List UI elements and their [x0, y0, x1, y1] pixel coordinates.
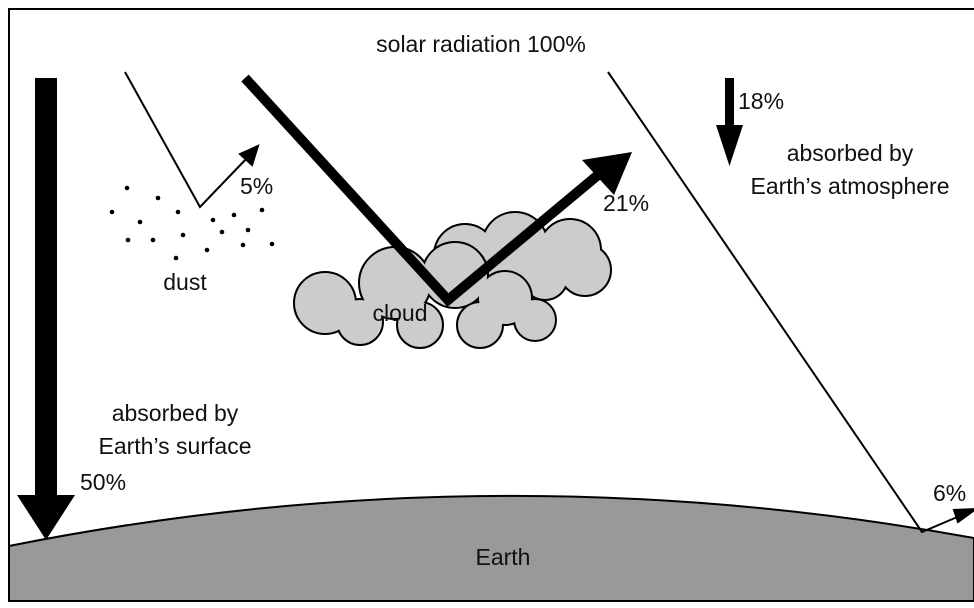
label: Earth’s surface: [99, 433, 252, 459]
label: Earth: [476, 544, 531, 570]
label: Earth’s atmosphere: [750, 173, 949, 199]
label: absorbed by: [112, 400, 239, 426]
label: dust: [163, 269, 207, 295]
label: 18%: [738, 88, 784, 114]
earth: [8, 494, 974, 602]
atmosphere-arrow: [716, 78, 743, 166]
label: 6%: [933, 480, 966, 506]
label: 21%: [603, 190, 649, 216]
dust-ray: [124, 71, 260, 209]
dust-particles: [109, 185, 275, 261]
earth-ray: [607, 71, 974, 534]
label: absorbed by: [787, 140, 914, 166]
surface-arrow: [17, 78, 75, 540]
label: 5%: [240, 173, 273, 199]
label: cloud: [373, 300, 428, 326]
title: solar radiation 100%: [376, 31, 586, 57]
cloud-ray: [241, 74, 632, 307]
label: 50%: [80, 469, 126, 495]
